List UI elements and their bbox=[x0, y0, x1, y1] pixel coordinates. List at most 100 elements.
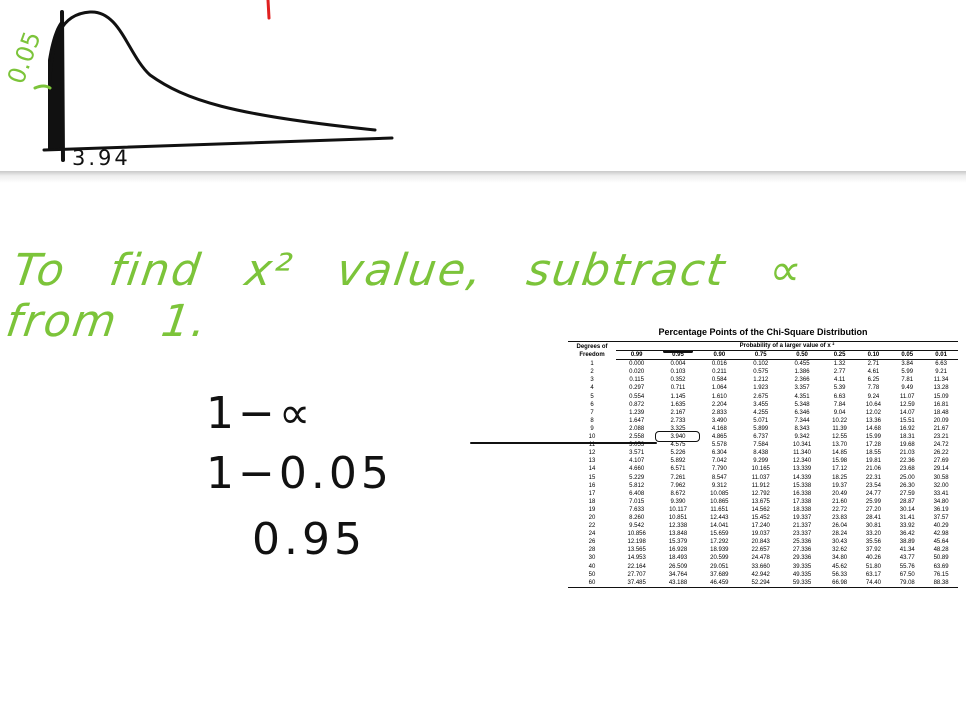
df-cell: 8 bbox=[590, 417, 594, 424]
table-cell: 1.212 bbox=[753, 377, 769, 384]
table-cell: 0.115 bbox=[629, 377, 644, 384]
table-cell: 5.39 bbox=[833, 385, 846, 392]
table-cell: 17.338 bbox=[792, 498, 812, 505]
table-cell: 23.68 bbox=[899, 466, 915, 473]
table-cell: 21.67 bbox=[933, 425, 949, 432]
table-cell: 7.633 bbox=[629, 506, 645, 513]
table-row: 18 7.015 9.390 10.865 13.675 17.338 21.60 25.99… bbox=[568, 498, 958, 506]
table-cell: 37.57 bbox=[933, 514, 949, 521]
df-cell: 22 bbox=[588, 523, 596, 530]
density-curve bbox=[48, 10, 377, 132]
table-cell: 3.490 bbox=[711, 417, 727, 424]
table-cell: 6.25 bbox=[867, 377, 880, 384]
table-cell: 45.64 bbox=[933, 539, 949, 546]
df-cell: 14 bbox=[588, 466, 596, 473]
column-header: 0.10 bbox=[856, 350, 891, 361]
df-cell: 4 bbox=[590, 385, 594, 392]
table-cell: 3.455 bbox=[753, 401, 769, 408]
table-cell: 15.98 bbox=[832, 458, 848, 465]
table-cell: 26.22 bbox=[933, 450, 949, 457]
panel-divider bbox=[0, 171, 966, 183]
table-cell: 14.339 bbox=[792, 474, 812, 481]
table-row: 15 5.229 7.261 8.547 11.037 14.339 18.25 22.31 2… bbox=[568, 474, 958, 482]
table-cell: 27.707 bbox=[627, 571, 646, 578]
table-cell: 19.81 bbox=[865, 458, 881, 465]
table-row: 30 14.953 18.493 20.599 24.478 29.336 34.80 40.… bbox=[568, 554, 958, 562]
table-cell: 10.117 bbox=[669, 506, 687, 513]
table-cell: 12.55 bbox=[832, 434, 848, 441]
table-cell: 23.54 bbox=[865, 482, 881, 489]
table-cell: 37.689 bbox=[710, 571, 729, 578]
table-cell: 6.408 bbox=[629, 490, 645, 497]
table-cell: 30.14 bbox=[899, 506, 915, 513]
df-cell: 2 bbox=[590, 369, 594, 376]
top-sketch-panel: 0.05 3.94 bbox=[0, 0, 966, 172]
table-cell: 22.31 bbox=[865, 474, 881, 481]
table-cell: 88.38 bbox=[924, 578, 958, 588]
table-cell: 15.452 bbox=[751, 514, 770, 521]
table-cell: 21.06 bbox=[865, 466, 881, 473]
df-cell: 60 bbox=[568, 578, 616, 588]
table-cell: 18.939 bbox=[710, 547, 729, 554]
table-cell: 12.443 bbox=[710, 514, 729, 521]
table-cell: 67.50 bbox=[899, 571, 915, 578]
table-cell: 23.21 bbox=[933, 434, 949, 441]
table-cell: 6.737 bbox=[753, 434, 769, 441]
table-cell: 1.32 bbox=[833, 361, 846, 368]
table-row: 12 3.571 5.226 6.304 8.438 11.340 14.85 18.55 21… bbox=[568, 449, 958, 457]
df-cell: 24 bbox=[588, 531, 596, 538]
table-cell: 25.99 bbox=[865, 498, 881, 505]
df-cell: 50 bbox=[588, 571, 596, 578]
table-cell: 5.226 bbox=[670, 450, 686, 457]
df-cell: 7 bbox=[590, 409, 594, 416]
table-cell: 15.659 bbox=[710, 531, 729, 538]
table-cell: 5.071 bbox=[753, 417, 769, 424]
table-cell: 45.62 bbox=[832, 563, 848, 570]
table-row: 3 0.115 0.352 0.584 1.212 2.366 4.11 6.25 7.81 11… bbox=[568, 376, 958, 384]
table-cell: 15.99 bbox=[865, 434, 881, 441]
table-cell: 11.037 bbox=[751, 474, 770, 481]
table-cell: 0.000 bbox=[629, 361, 645, 368]
table-cell: 33.41 bbox=[933, 490, 949, 497]
table-cell: 13.28 bbox=[933, 385, 949, 392]
table-cell: 20.49 bbox=[832, 490, 848, 497]
table-cell: 10.085 bbox=[710, 490, 729, 497]
table-cell: 10.165 bbox=[751, 466, 770, 473]
table-cell: 7.042 bbox=[711, 458, 727, 465]
table-cell: 30.58 bbox=[933, 474, 949, 481]
table-row: 26 12.198 15.379 17.292 20.843 25.336 30.43 35.… bbox=[568, 538, 958, 546]
table-cell: 18.31 bbox=[899, 434, 915, 441]
table-cell: 14.85 bbox=[832, 450, 848, 457]
table-cell: 20.843 bbox=[751, 539, 770, 546]
table-cell: 29.336 bbox=[792, 555, 812, 562]
df-cell: 30 bbox=[588, 555, 596, 562]
table-cell: 17.28 bbox=[865, 442, 881, 449]
df-header: Degrees of Freedom bbox=[568, 340, 616, 360]
table-cell: 76.15 bbox=[933, 571, 949, 578]
column-header: 0.01 bbox=[924, 350, 958, 361]
table-cell: 26.30 bbox=[899, 482, 915, 489]
table-cell: 4.255 bbox=[753, 409, 769, 416]
table-cell: 9.04 bbox=[833, 409, 846, 416]
df-cell: 20 bbox=[588, 514, 596, 521]
table-row: 8 1.647 2.733 3.490 5.071 7.344 10.22 13.36 15.5… bbox=[568, 417, 958, 425]
table-cell: 36.42 bbox=[899, 531, 915, 538]
table-cell: 15.379 bbox=[668, 539, 688, 546]
table-cell: 11.912 bbox=[751, 482, 770, 489]
table-row: 50 27.707 34.764 37.689 42.942 49.335 56.33 63.… bbox=[568, 571, 958, 579]
table-cell: 33.20 bbox=[865, 531, 881, 538]
table-cell: 5.892 bbox=[670, 458, 686, 465]
table-cell: 18.55 bbox=[865, 450, 881, 457]
table-row: 17 6.408 8.672 10.085 12.792 16.338 20.49 24.77… bbox=[568, 490, 958, 498]
table-cell: 51.80 bbox=[865, 563, 881, 570]
table-row: 19 7.633 10.117 11.651 14.562 18.338 22.72 27.2… bbox=[568, 506, 958, 514]
table-cell: 37.485 bbox=[616, 578, 658, 588]
table-cell: 16.928 bbox=[668, 547, 688, 554]
table-cell: 11.07 bbox=[899, 393, 915, 400]
table-cell: 3.325 bbox=[670, 425, 686, 432]
distribution-sketch bbox=[33, 0, 394, 162]
table-cell: 35.56 bbox=[865, 539, 881, 546]
table-cell: 8.547 bbox=[711, 474, 727, 481]
table-cell: 42.942 bbox=[751, 571, 770, 578]
table-cell: 27.20 bbox=[865, 506, 881, 513]
